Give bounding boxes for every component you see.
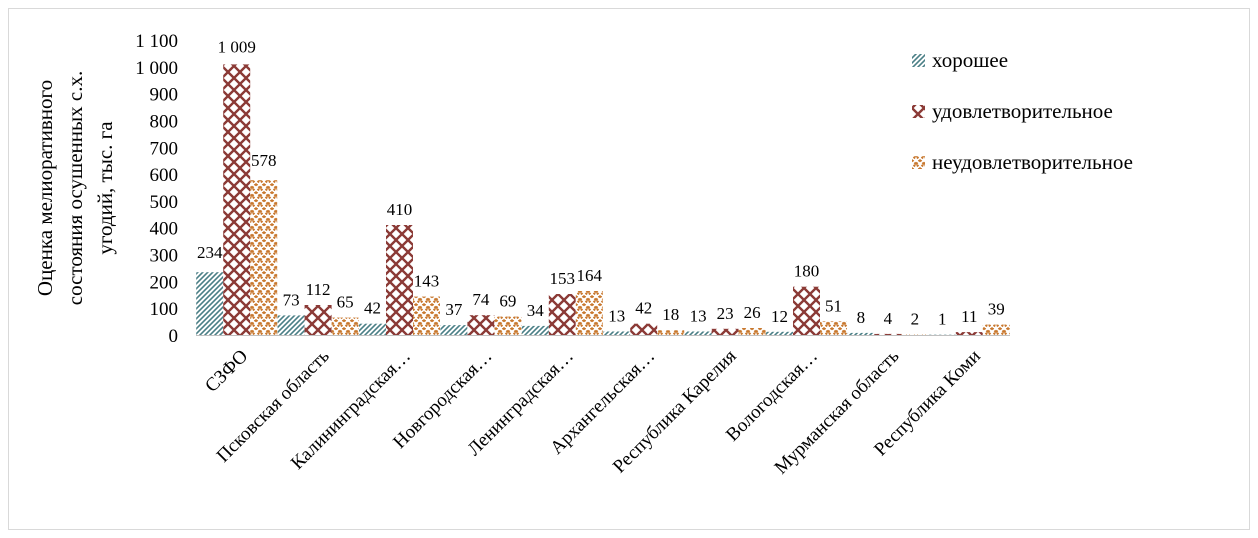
y-tick-label: 700	[150, 138, 179, 159]
y-tick-label: 1 100	[135, 31, 178, 52]
x-category-label: СЗФО	[201, 346, 252, 397]
data-label: 410	[387, 200, 413, 219]
data-label: 74	[472, 290, 490, 309]
bar	[521, 325, 549, 335]
legend-swatch	[912, 54, 925, 67]
y-tick-label: 600	[150, 165, 179, 186]
legend-swatch	[912, 105, 925, 118]
y-axis-label: Оценка мелиоративного состояния осушенных…	[33, 71, 117, 305]
bar	[494, 316, 522, 335]
y-axis-title-line: состояния осушенных с.х.	[63, 71, 87, 305]
y-axis-ticks: 0 100 200 300 400 500 600 700 800 900 1 000 1 100	[135, 31, 178, 347]
bar	[955, 332, 983, 335]
y-tick-label: 1 000	[135, 58, 178, 79]
y-tick-label: 400	[150, 219, 179, 240]
bar	[386, 225, 413, 335]
data-label: 2	[911, 310, 920, 329]
y-tick-label: 0	[169, 326, 179, 347]
data-label: 1	[938, 310, 947, 329]
bar	[711, 328, 739, 335]
y-axis-title-line: Оценка мелиоративного	[33, 80, 57, 296]
bar	[277, 315, 305, 335]
data-label: 42	[635, 299, 652, 318]
data-label: 11	[961, 307, 977, 326]
data-label: 69	[499, 292, 516, 311]
data-label: 42	[364, 299, 381, 318]
data-label: 18	[662, 305, 679, 324]
data-label: 112	[306, 280, 331, 299]
bar	[847, 332, 875, 335]
bar	[657, 330, 685, 335]
data-label: 73	[283, 290, 300, 309]
data-label: 37	[445, 300, 463, 319]
bar	[575, 291, 603, 335]
bar	[603, 331, 631, 335]
data-label: 13	[608, 307, 625, 326]
bar	[766, 331, 793, 335]
data-label: 13	[690, 307, 707, 326]
legend: хорошее удовлетворительное неудовлетворите…	[912, 48, 1133, 174]
bar	[982, 324, 1010, 335]
bar	[874, 333, 902, 335]
y-tick-label: 100	[150, 299, 179, 320]
data-label: 65	[337, 293, 354, 312]
bar	[684, 331, 712, 335]
data-label: 51	[825, 296, 842, 315]
legend-entry: хорошее	[932, 48, 1008, 72]
data-label: 8	[857, 308, 866, 327]
bar	[738, 328, 766, 335]
bar	[793, 286, 820, 335]
y-axis-title: Оценка мелиоративного состояния осушенных…	[33, 71, 117, 305]
data-label: 180	[794, 262, 820, 281]
bar	[413, 296, 440, 335]
bar	[548, 294, 576, 335]
bar	[223, 64, 251, 336]
data-label: 26	[744, 303, 761, 322]
bar	[250, 180, 278, 335]
legend-entry: неудовлетворительное	[932, 150, 1133, 174]
y-tick-label: 200	[150, 272, 179, 293]
bars	[196, 64, 1010, 336]
data-label: 143	[414, 272, 440, 291]
bar	[359, 323, 386, 335]
y-tick-label: 900	[150, 85, 179, 106]
legend-entry: удовлетворительное	[932, 99, 1113, 123]
y-tick-label: 800	[150, 112, 179, 133]
data-label: 12	[771, 307, 788, 326]
bar	[331, 317, 359, 335]
bar	[901, 334, 929, 335]
legend-swatch	[912, 156, 925, 169]
bar	[304, 305, 332, 335]
bar	[820, 321, 847, 335]
data-label: 578	[251, 151, 277, 170]
y-tick-label: 500	[150, 192, 179, 213]
bar	[467, 315, 495, 335]
bar	[440, 325, 468, 335]
data-label: 1 009	[218, 37, 256, 56]
y-tick-label: 300	[150, 246, 179, 267]
data-label: 39	[988, 300, 1005, 319]
y-axis-title-line: угодий, тыс. га	[93, 121, 117, 255]
bar	[196, 272, 224, 335]
data-label: 34	[527, 301, 545, 320]
data-label: 164	[577, 266, 603, 285]
data-label: 153	[550, 269, 576, 288]
data-label: 4	[884, 309, 893, 328]
data-label: 234	[197, 243, 223, 262]
bar	[630, 323, 658, 335]
data-label: 23	[717, 304, 734, 323]
chart-frame	[8, 8, 1250, 530]
